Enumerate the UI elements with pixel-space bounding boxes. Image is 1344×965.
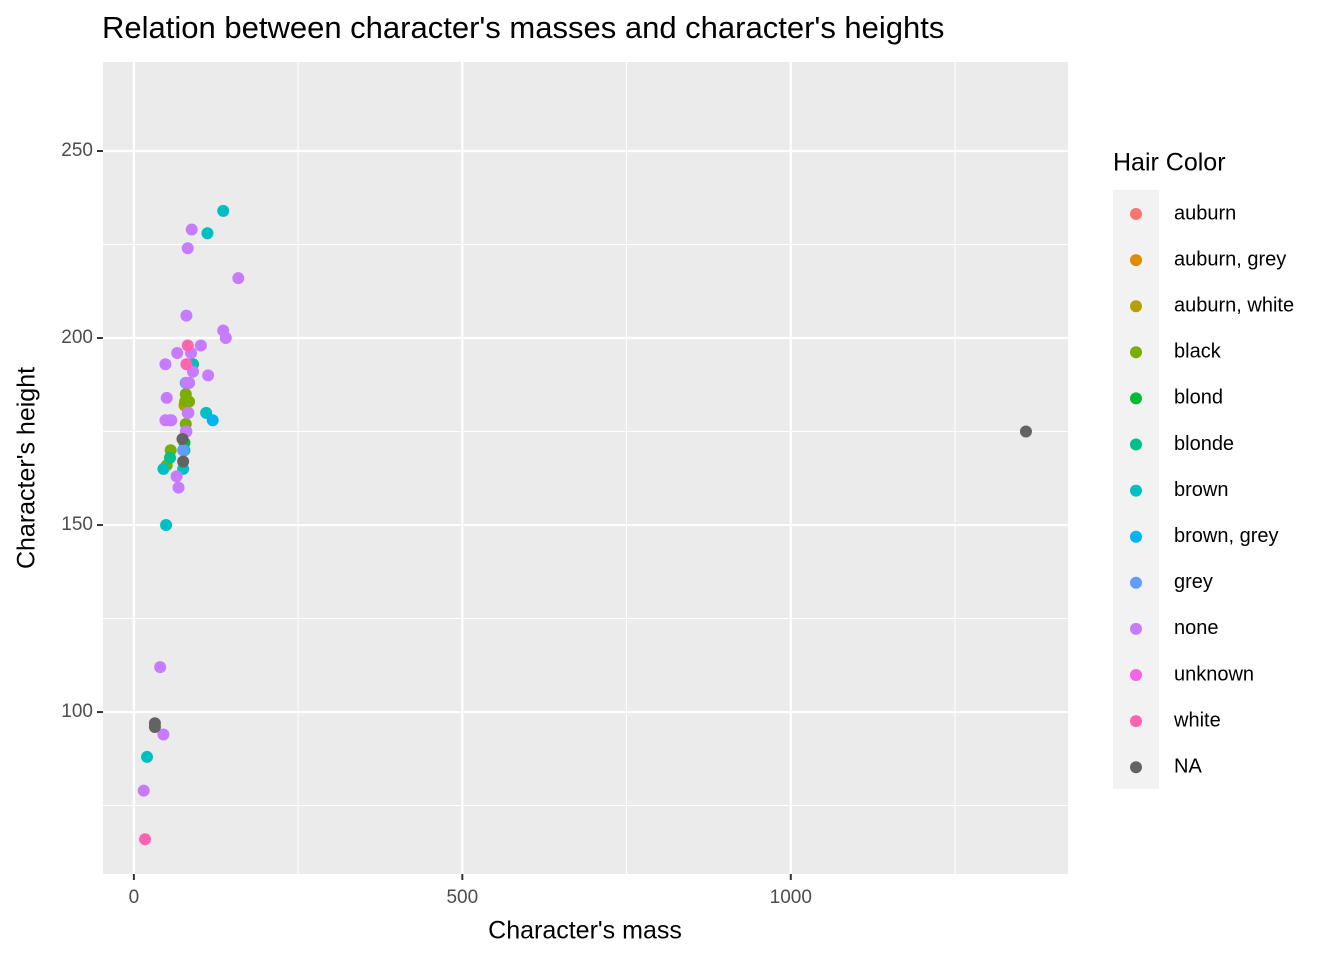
legend-key [1130,669,1142,681]
legend-label: auburn [1174,202,1236,224]
legend-key [1130,761,1142,774]
legend-key [1130,208,1142,220]
point [157,728,170,741]
point [177,444,190,457]
legend-key [1130,438,1142,451]
legend-label: black [1174,341,1222,363]
point [137,784,150,797]
point [181,339,194,352]
point [232,272,245,285]
legend-key [1130,392,1142,405]
chart-title: Relation between character's masses and … [102,10,944,45]
point [202,369,215,382]
legend-title: Hair Color [1113,149,1226,177]
point [160,519,173,532]
y-tick-label: 200 [61,327,93,348]
point [217,204,230,217]
y-tick-label: 150 [61,514,93,535]
point [180,309,193,322]
point [181,406,194,419]
legend-key [1130,254,1142,267]
legend-label: white [1173,709,1221,731]
point [154,661,167,674]
point [141,750,154,763]
point [1019,425,1032,438]
legend-label: auburn, grey [1174,248,1286,270]
x-tick-label: 0 [129,887,140,908]
point [176,433,189,446]
legend-key [1130,484,1142,497]
x-tick-label: 500 [446,887,478,908]
point [170,470,183,483]
legend-key [1130,576,1142,589]
point [194,339,207,352]
point [180,376,193,389]
point [159,414,172,427]
point [157,462,170,475]
point [159,358,172,371]
legend-key [1130,300,1142,313]
point [160,391,173,404]
point [206,414,219,427]
legend-label: blonde [1174,433,1234,455]
y-axis-title: Character's height [13,367,41,569]
point [219,332,232,345]
legend-label: NA [1174,755,1202,777]
legend-key [1130,346,1142,359]
point [177,455,190,468]
legend-label: brown, grey [1174,525,1279,547]
x-axis-title: Character's mass [488,917,682,945]
point [181,242,194,255]
legend-label: blond [1174,387,1223,409]
point [148,717,161,730]
panel [103,62,1068,874]
point [172,481,185,494]
legend-label: none [1174,617,1219,639]
legend-label: unknown [1174,663,1254,685]
point [171,346,184,359]
point [139,833,152,846]
legend-label: auburn, white [1174,294,1294,316]
legend-label: brown [1174,479,1228,501]
legend-key [1130,715,1142,728]
legend-key [1130,530,1142,543]
point [180,358,193,371]
point [164,451,177,464]
x-tick-label: 1000 [770,887,812,908]
y-tick-label: 100 [61,701,93,722]
point [201,227,214,240]
legend-label: grey [1174,571,1213,593]
y-tick-label: 250 [61,140,93,161]
point [179,388,192,401]
legend-key [1130,622,1142,635]
point [185,223,198,236]
